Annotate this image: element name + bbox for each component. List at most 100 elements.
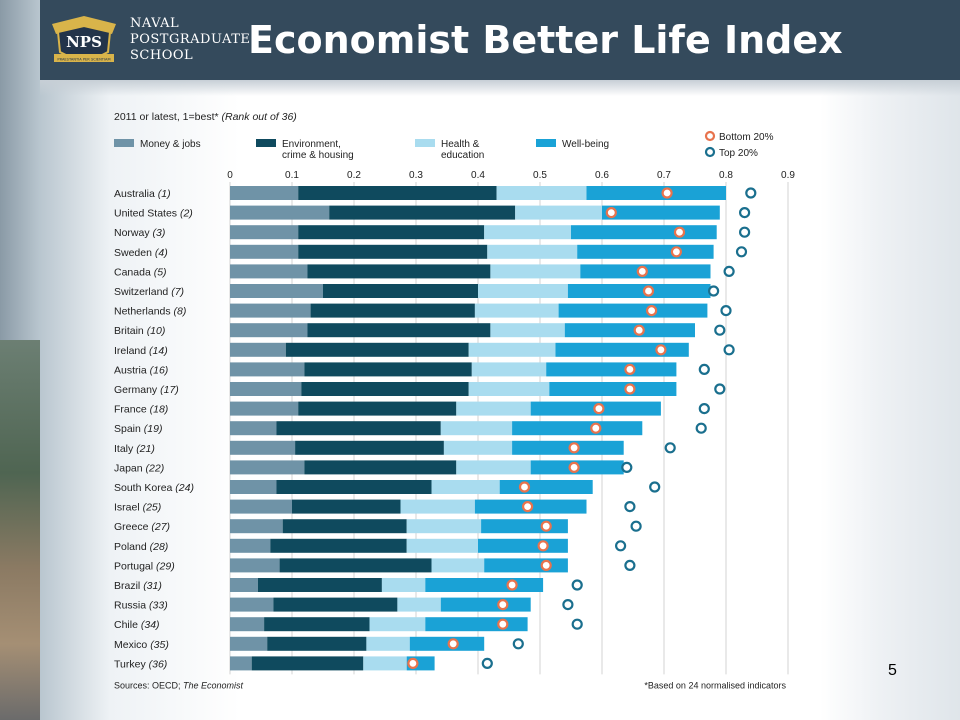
country-label: Greece (27) — [114, 521, 170, 533]
bar-segment — [406, 538, 478, 553]
bar-segment — [230, 656, 252, 671]
bar-segment — [558, 303, 708, 318]
school-line: NAVAL — [130, 16, 180, 31]
country-name: Greece — [114, 521, 151, 533]
bar-segment — [298, 186, 497, 200]
bottom-20-marker — [540, 520, 552, 532]
bar-segment — [478, 284, 568, 298]
bar-segment — [304, 362, 472, 377]
top-20-marker — [481, 657, 493, 670]
bar-segment — [381, 578, 426, 592]
top-20-marker — [624, 501, 636, 513]
x-tick-label: 0.7 — [657, 170, 671, 181]
country-label: Chile (34) — [114, 619, 160, 631]
country-name: Sweden — [114, 247, 155, 259]
country-label: Spain (19) — [114, 423, 162, 435]
bar-segment — [285, 342, 469, 357]
country-rank: (31) — [143, 580, 162, 592]
school-line: POSTGRADUATE — [130, 32, 251, 47]
top-20-marker — [624, 559, 636, 571]
bar-segment — [230, 519, 283, 534]
bar-segment — [400, 499, 475, 514]
bar-segment — [310, 303, 475, 318]
bar-segment — [602, 205, 720, 220]
country-rank: (22) — [146, 462, 165, 474]
top-20-marker — [571, 618, 583, 630]
country-name: South Korea — [114, 482, 175, 494]
country-name: Israel — [114, 502, 143, 514]
bar-segment — [230, 617, 265, 632]
x-tick-label: 0.8 — [719, 170, 733, 181]
bar-segment — [329, 205, 516, 220]
legend-bottom-label: Bottom 20% — [719, 132, 774, 143]
bar-segment — [468, 382, 550, 396]
bar-segment — [425, 617, 528, 632]
bar-segment — [230, 480, 277, 494]
country-name: Spain — [114, 423, 144, 435]
x-tick-label: 0.3 — [409, 170, 423, 181]
logo-initials: NPS — [66, 33, 102, 51]
logo-motto: PRAESTANTIA PER SCIENTIAM — [57, 58, 110, 62]
country-name: Mexico — [114, 639, 150, 651]
country-name: Britain — [114, 325, 147, 337]
bar-segment — [273, 597, 398, 612]
bar-segment — [512, 440, 624, 455]
top-20-marker — [664, 442, 676, 454]
bar-segment — [230, 636, 268, 651]
bottom-20-marker — [624, 383, 636, 395]
country-name: Portugal — [114, 560, 156, 572]
top-20-marker — [614, 540, 627, 552]
bottom-20-marker — [645, 305, 658, 317]
x-tick-label: 0.5 — [533, 170, 547, 181]
legend-label-env: Environment, — [282, 139, 341, 150]
bar-segment — [230, 205, 330, 220]
bar-segment — [295, 440, 444, 455]
bar-segment — [425, 578, 544, 592]
bar-segment — [456, 401, 531, 416]
bottom-20-marker — [506, 579, 518, 591]
x-tick-label: 0.6 — [595, 170, 609, 181]
bar-segment — [397, 597, 441, 612]
bar-segment — [230, 362, 305, 377]
bar-segment — [409, 636, 485, 651]
top-20-marker — [714, 324, 726, 336]
slide-title: Economist Better Life Index — [248, 18, 843, 62]
top-20-marker — [738, 226, 751, 238]
legend-label-health: education — [441, 150, 484, 161]
top-20-marker — [698, 363, 710, 375]
country-rank: (36) — [149, 658, 168, 670]
bar-segment — [515, 205, 602, 220]
legend-label-env: crime & housing — [282, 150, 354, 161]
bar-segment — [307, 264, 491, 279]
bar-segment — [279, 558, 432, 573]
top-20-marker — [562, 599, 574, 611]
bar-segment — [304, 460, 457, 475]
bar-segment — [230, 401, 299, 416]
bottom-20-marker — [655, 344, 667, 356]
bar-segment — [363, 656, 407, 671]
bottom-20-marker — [633, 324, 645, 336]
country-rank: (1) — [158, 188, 171, 200]
top-20-marker — [621, 461, 633, 473]
legend-swatch-env — [256, 139, 276, 147]
top-20-marker — [738, 206, 751, 219]
country-label: Canada (5) — [114, 266, 167, 278]
bottom-20-marker — [540, 559, 552, 571]
bar-segment — [546, 362, 677, 377]
bottom-20-marker — [642, 285, 655, 297]
top-20-marker — [571, 579, 583, 591]
bar-segment — [298, 401, 457, 416]
legend-top-label: Top 20% — [719, 148, 758, 159]
x-tick-label: 0.4 — [471, 170, 485, 181]
bar-segment — [577, 244, 714, 259]
legend-label-health: Health & — [441, 139, 480, 150]
country-name: Netherlands — [114, 306, 174, 318]
bar-segment — [282, 519, 407, 534]
top-20-marker — [695, 422, 707, 434]
bottom-20-marker — [593, 403, 605, 415]
bottom-20-marker — [522, 501, 534, 513]
nps-logo-icon: NPS PRAESTANTIA PER SCIENTIAM — [52, 16, 116, 62]
country-name: Italy — [114, 443, 136, 455]
bar-segment — [230, 558, 280, 573]
country-label: Mexico (35) — [114, 639, 169, 651]
